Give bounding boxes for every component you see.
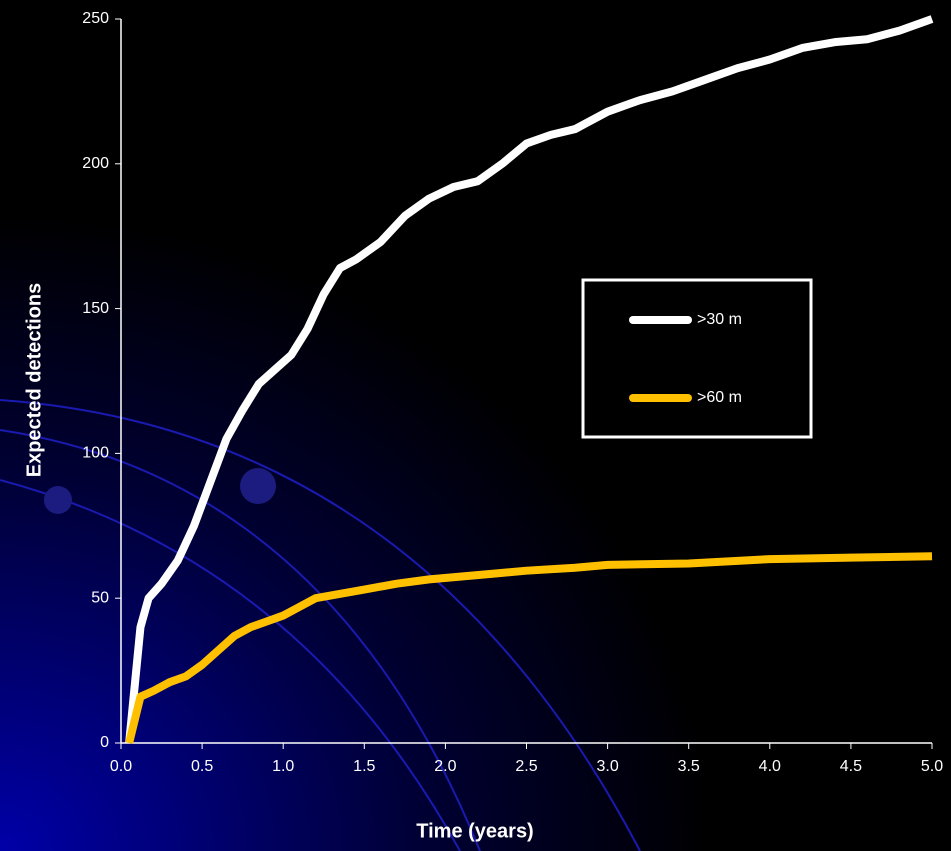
x-tick-label: 3.5 <box>678 758 700 775</box>
y-tick-label: 200 <box>82 155 109 172</box>
x-tick-label: 0.5 <box>191 758 213 775</box>
x-tick-label: 1.5 <box>353 758 375 775</box>
x-axis-title: Time (years) <box>416 820 533 842</box>
chart: Time (years) Expected detections 0 50 100 1… <box>0 0 951 851</box>
x-tick-label: 2.0 <box>434 758 456 775</box>
decoration <box>240 468 276 504</box>
y-tick-label: 0 <box>100 734 109 751</box>
legend-label: >60 m <box>697 389 742 406</box>
x-tick-label: 0.0 <box>110 758 132 775</box>
y-tick-label: 100 <box>82 445 109 462</box>
x-tick-label: 4.0 <box>759 758 781 775</box>
legend-label: >30 m <box>697 311 742 328</box>
y-tick-label: 250 <box>82 10 109 27</box>
y-axis-title: Expected detections <box>23 283 45 478</box>
x-tick-label: 4.5 <box>840 758 862 775</box>
decoration <box>44 486 72 514</box>
y-tick-label: 50 <box>91 589 109 606</box>
legend-box <box>583 280 811 437</box>
x-tick-label: 2.5 <box>515 758 537 775</box>
y-tick-label: 150 <box>82 300 109 317</box>
x-tick-label: 1.0 <box>272 758 294 775</box>
x-tick-label: 3.0 <box>596 758 618 775</box>
x-tick-label: 5.0 <box>921 758 943 775</box>
